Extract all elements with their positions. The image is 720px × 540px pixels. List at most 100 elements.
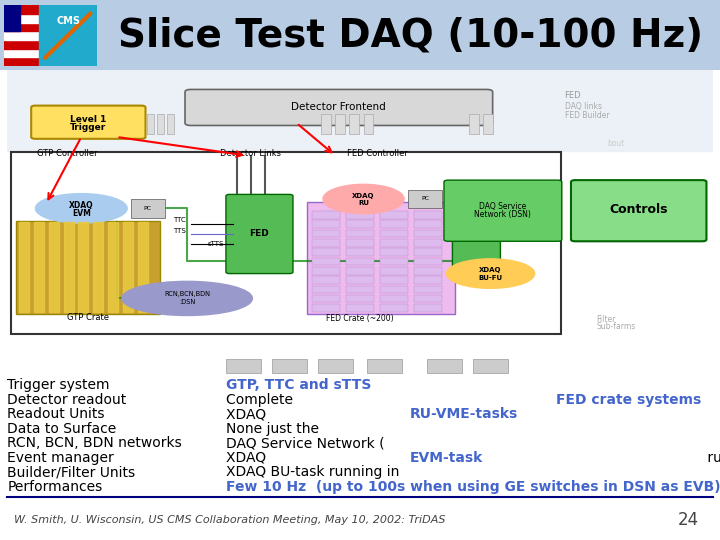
Bar [312,211,341,219]
Bar [413,276,442,284]
Text: GTP Crate: GTP Crate [68,313,109,322]
FancyBboxPatch shape [226,194,293,274]
Bar [379,239,408,247]
Bar [312,239,341,247]
Text: XDAQ: XDAQ [69,201,94,210]
Bar [123,222,132,312]
Ellipse shape [323,184,404,214]
Text: EVM-task: EVM-task [410,451,482,464]
Text: RU-VME-tasks: RU-VME-tasks [410,407,518,421]
Bar [312,305,341,312]
Bar [312,230,341,237]
Text: PC: PC [421,196,429,201]
Bar [49,222,59,312]
Text: Detector Links: Detector Links [220,148,281,158]
Bar [63,222,73,312]
Text: Readout Units: Readout Units [7,407,104,421]
Text: running in the: running in the [703,451,720,464]
Text: DAQ Service: DAQ Service [480,202,526,211]
FancyBboxPatch shape [31,106,145,139]
Text: FED: FED [564,91,581,100]
Bar [469,113,480,134]
Bar [4,5,20,31]
Bar [408,190,442,208]
Text: Event manager: Event manager [7,451,114,464]
Bar [4,49,39,57]
Text: DAQ links: DAQ links [564,102,602,111]
Text: Detector readout: Detector readout [7,393,127,407]
Bar [307,202,455,314]
Bar [364,113,374,134]
Bar [157,113,164,134]
Bar [413,230,442,237]
Ellipse shape [446,259,535,288]
Bar [19,222,29,312]
Bar [473,359,508,373]
Bar [346,286,374,293]
Bar [379,276,408,284]
Text: Filter: Filter [596,315,616,323]
Bar [379,267,408,274]
Bar [413,267,442,274]
Text: PC: PC [143,206,152,211]
Text: Trigger: Trigger [71,123,107,132]
Bar [379,286,408,293]
Bar [346,276,374,284]
Bar [483,113,493,134]
Bar [130,199,165,218]
Text: Builder/Filter Units: Builder/Filter Units [7,465,135,479]
Text: :DSN: :DSN [179,299,195,305]
Bar [138,222,148,312]
Text: Level 1: Level 1 [70,115,107,124]
Bar [379,220,408,228]
Bar [346,267,374,274]
Bar [379,211,408,219]
Bar [11,152,561,334]
FancyBboxPatch shape [571,180,706,241]
Text: TTS: TTS [173,228,186,234]
Text: CMS: CMS [56,16,80,25]
Text: FED Crate (~200): FED Crate (~200) [326,314,394,323]
Bar [413,220,442,228]
Text: RCN,BCN,BDN: RCN,BCN,BDN [164,292,210,298]
FancyBboxPatch shape [185,90,492,125]
Bar [413,258,442,265]
Text: Detector Frontend: Detector Frontend [292,102,386,112]
Bar [312,220,341,228]
Text: TTC: TTC [173,217,186,224]
Text: 24: 24 [678,511,698,529]
Bar [4,14,39,23]
FancyBboxPatch shape [452,195,500,273]
Bar [346,258,374,265]
Bar [4,23,39,31]
Bar [312,295,341,302]
Bar [226,359,261,373]
Text: FED Builder: FED Builder [564,111,609,120]
Bar [312,276,341,284]
Text: sTTS: sTTS [207,241,223,247]
Text: bout: bout [607,139,624,148]
Text: Controls: Controls [609,204,668,217]
Text: Complete: Complete [226,393,297,407]
Bar [94,222,103,312]
Bar [312,267,341,274]
Text: Network (DSN): Network (DSN) [474,210,531,219]
Bar [346,211,374,219]
Text: Sub-farms: Sub-farms [596,322,636,332]
Bar [379,305,408,312]
Bar [336,113,345,134]
Bar [346,230,374,237]
Bar [16,221,161,314]
Text: Slice Test DAQ (10-100 Hz): Slice Test DAQ (10-100 Hz) [118,16,703,54]
Bar [318,359,353,373]
Bar [39,5,97,66]
Bar [427,359,462,373]
Bar [312,258,341,265]
FancyBboxPatch shape [444,180,562,241]
Bar [78,222,89,312]
Text: GTP Controller: GTP Controller [37,148,97,158]
Bar [271,359,307,373]
Text: RCN, BCN, BDN networks: RCN, BCN, BDN networks [7,436,182,450]
Bar [4,57,39,66]
Bar [312,286,341,293]
